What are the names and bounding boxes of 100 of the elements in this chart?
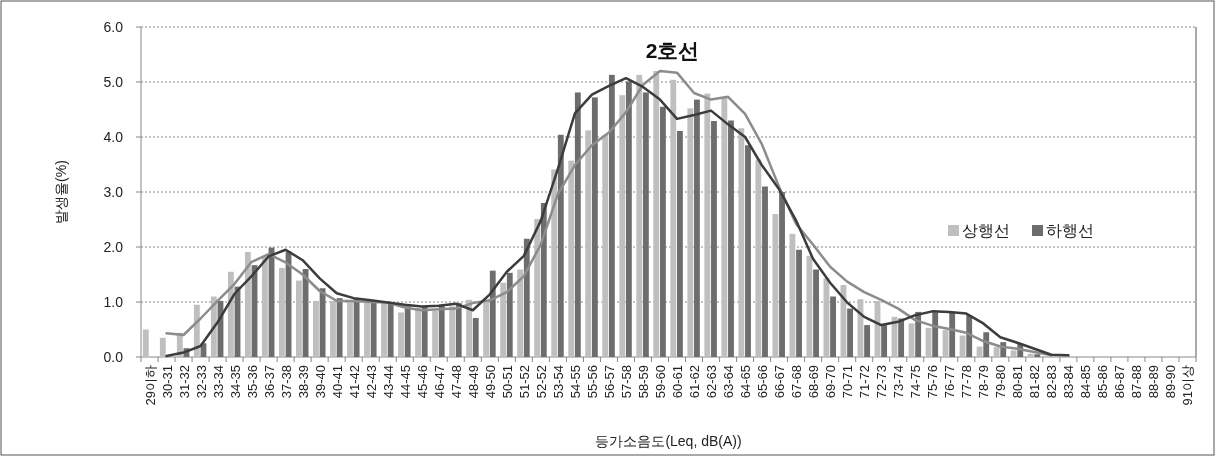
x-axis-title: 등가소음도(Leq, dB(A)) <box>595 433 742 449</box>
y-tick-label: 6.0 <box>103 19 124 35</box>
x-tick-label: 47-48 <box>448 365 464 399</box>
bar <box>993 347 1000 357</box>
x-tick-label: 79-80 <box>993 365 1009 399</box>
x-tick-label: 82-83 <box>1044 365 1060 399</box>
bar <box>625 81 632 357</box>
bar <box>319 288 326 357</box>
bar <box>670 79 677 357</box>
bar <box>602 134 609 357</box>
x-tick-label: 50-51 <box>499 365 515 399</box>
x-tick-label: 80-81 <box>1010 365 1026 399</box>
x-tick-label: 84-85 <box>1078 365 1094 399</box>
bar <box>364 302 370 357</box>
x-tick-label: 77-78 <box>959 365 975 399</box>
x-tick-label: 41-42 <box>346 365 362 399</box>
bar <box>687 108 694 357</box>
x-tick-label: 57-58 <box>618 365 634 399</box>
bar <box>489 270 496 357</box>
bar <box>483 301 490 357</box>
x-tick-label: 34-35 <box>227 365 243 399</box>
x-tick-label: 35-36 <box>244 365 260 399</box>
bar <box>898 318 905 357</box>
x-tick-label: 67-68 <box>789 365 805 399</box>
bar <box>762 186 768 357</box>
x-tick-label: 83-84 <box>1061 365 1077 399</box>
bar <box>540 203 547 357</box>
bar <box>568 160 575 357</box>
y-axis-title: 발생율(%) <box>53 160 69 224</box>
bar <box>619 95 626 357</box>
x-tick-label: 88-89 <box>1146 365 1162 399</box>
bar <box>1010 350 1017 357</box>
bar <box>864 325 871 357</box>
bar <box>677 130 683 357</box>
y-tick-label: 5.0 <box>103 74 124 90</box>
x-tick-label: 31-32 <box>176 365 192 399</box>
bar <box>387 303 394 357</box>
bar <box>659 106 666 357</box>
x-tick-label: 86-87 <box>1112 365 1128 399</box>
bar <box>847 308 854 357</box>
bar <box>721 97 728 357</box>
bar <box>745 145 751 357</box>
bar <box>500 282 507 357</box>
bar <box>738 128 745 357</box>
bar <box>336 298 343 357</box>
bar <box>779 192 785 357</box>
bar <box>789 233 796 357</box>
x-tick-label: 37-38 <box>278 365 294 399</box>
x-tick-label: 66-67 <box>772 365 788 399</box>
bar <box>591 97 598 357</box>
y-tick-label: 0.0 <box>103 349 124 365</box>
bar <box>1034 354 1041 357</box>
bar <box>398 312 404 357</box>
bar <box>466 299 473 357</box>
x-tick-label: 39-40 <box>312 365 328 399</box>
bar <box>472 317 479 357</box>
x-tick-label: 65-66 <box>755 365 771 399</box>
bar <box>534 218 541 357</box>
bar <box>585 130 592 357</box>
bar <box>330 300 336 357</box>
bar <box>523 238 530 357</box>
bar <box>421 306 428 357</box>
x-tick-label: 30-31 <box>159 365 175 399</box>
bar <box>551 169 558 357</box>
bar <box>574 92 581 357</box>
x-tick-label: 75-76 <box>925 365 941 399</box>
x-tick-label: 51-52 <box>516 365 532 399</box>
bar <box>506 272 513 357</box>
y-tick-label: 1.0 <box>103 294 124 310</box>
bar <box>830 296 836 357</box>
bar <box>704 93 711 357</box>
x-tick-label: 40-41 <box>329 365 345 399</box>
x-tick-label: 48-49 <box>465 365 481 399</box>
x-tick-label: 45-46 <box>414 365 430 399</box>
bar <box>932 312 939 357</box>
bar <box>347 301 353 357</box>
bar <box>370 302 377 357</box>
x-tick-label: 62-63 <box>704 365 720 399</box>
x-tick-label: 63-64 <box>721 365 737 399</box>
bar <box>728 120 734 357</box>
bar <box>244 251 251 357</box>
bar <box>949 311 956 357</box>
bar <box>557 134 564 357</box>
text: 2호선 <box>645 39 700 62</box>
legend-label: 하행선 <box>1046 222 1094 239</box>
bar <box>694 99 700 357</box>
bar <box>381 303 387 357</box>
bar <box>159 337 166 357</box>
bar <box>881 325 888 357</box>
x-tick-label: 54-55 <box>567 365 583 399</box>
x-tick-label: 73-74 <box>891 365 907 399</box>
y-tick-label: 2.0 <box>103 239 124 255</box>
bar <box>796 249 802 357</box>
bar <box>313 300 319 357</box>
bar <box>1027 353 1034 357</box>
x-tick-label: 56-57 <box>601 365 617 399</box>
x-tick-label: 87-88 <box>1129 365 1145 399</box>
bar <box>755 159 762 357</box>
x-tick-label: 74-75 <box>908 365 924 399</box>
x-tick-label: 53-54 <box>550 365 566 399</box>
